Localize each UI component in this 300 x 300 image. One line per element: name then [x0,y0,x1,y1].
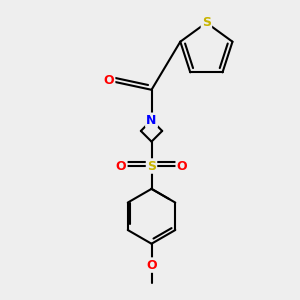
Text: O: O [116,160,126,172]
Text: O: O [146,259,157,272]
Text: N: N [146,114,157,127]
Text: O: O [103,74,114,87]
Text: O: O [177,160,187,172]
Text: S: S [147,160,156,172]
Text: S: S [202,16,211,29]
